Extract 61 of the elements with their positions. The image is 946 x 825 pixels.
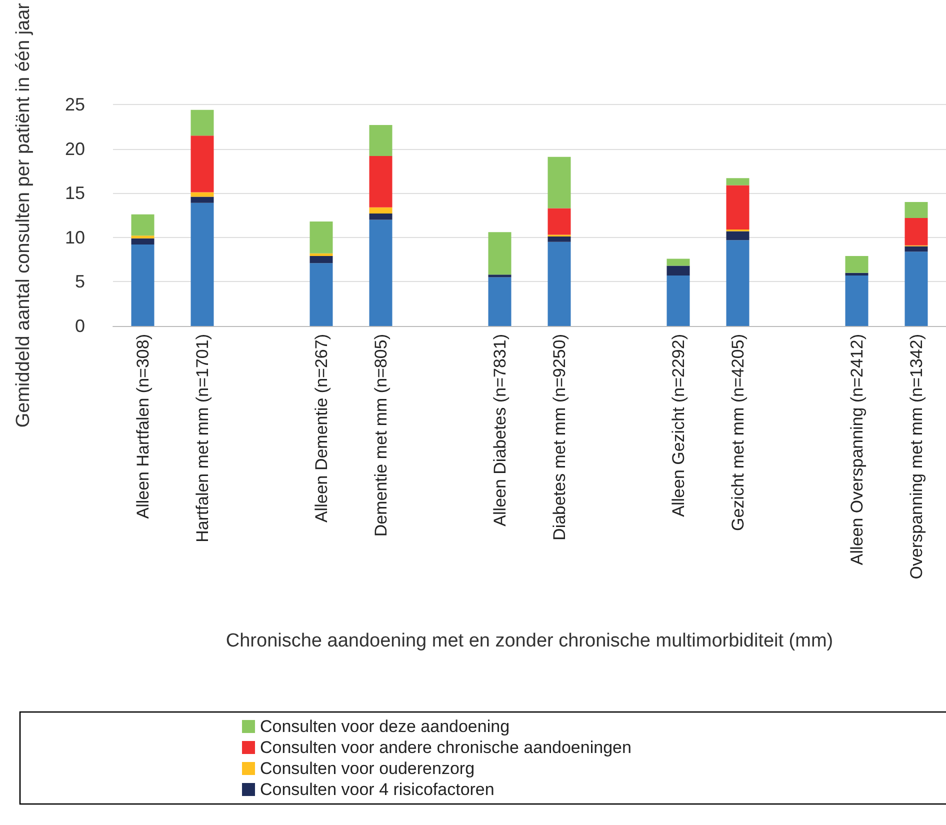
legend-label: Consulten voor 4 risicofactoren — [260, 780, 494, 799]
bar — [726, 240, 750, 326]
x-tick-label: Overspanning met mm (n=1342) — [906, 334, 926, 580]
bar — [131, 238, 154, 245]
x-tick-label: Alleen Dementie (n=267) — [312, 334, 331, 523]
bar — [131, 244, 154, 326]
x-tick-label: Diabetes met mm (n=9250) — [550, 334, 569, 540]
bar — [904, 246, 928, 252]
bar — [548, 236, 571, 242]
legend-label: Consulten voor andere chronische aandoeningen — [260, 738, 632, 757]
bar — [310, 253, 333, 256]
bar — [369, 214, 392, 220]
bar — [845, 272, 868, 276]
bar — [666, 276, 690, 326]
bar — [548, 156, 571, 208]
bar — [369, 220, 392, 326]
x-tick-label: Alleen Diabetes (n=7831) — [490, 334, 510, 526]
bar — [131, 236, 154, 238]
bar — [190, 192, 214, 197]
x-tick-label: Alleen Overspanning (n=2412) — [847, 334, 866, 566]
bar — [310, 263, 333, 326]
x-tick-label: Alleen Hartfalen (n=308) — [133, 334, 152, 519]
bar — [666, 258, 690, 266]
bar — [726, 185, 750, 230]
x-tick-label: Hartfalen met mm (n=1701) — [192, 334, 212, 542]
x-tick-label: Alleen Gezicht (n=2292) — [668, 334, 688, 517]
bar — [488, 232, 512, 275]
bar — [904, 252, 928, 326]
bar — [369, 207, 392, 214]
legend-label: Consulten voor deze aandoening — [260, 717, 510, 736]
bar — [310, 222, 333, 254]
x-axis-title: Chronische aandoening met en zonder chronische multimorbiditeit (mm) — [226, 630, 834, 652]
bar — [726, 178, 750, 186]
bar — [131, 214, 154, 236]
bar — [726, 231, 750, 240]
y-tick-label: 5 — [74, 272, 85, 292]
bar — [488, 277, 512, 326]
bar — [190, 202, 214, 326]
x-tick-label: Gezicht met mm (n=4205) — [728, 334, 748, 531]
bar — [310, 256, 333, 264]
bar — [666, 266, 690, 276]
y-tick-label: 15 — [64, 183, 85, 204]
y-axis-title: Gemiddeld aantal consulten per patiënt in één jaar — [13, 2, 34, 428]
bar — [369, 156, 392, 208]
bar — [190, 110, 214, 136]
y-tick-label: 25 — [64, 94, 85, 115]
bar — [548, 242, 571, 326]
x-tick-label: Dementie met mm (n=805) — [371, 334, 390, 537]
y-tick-label: 0 — [74, 316, 85, 336]
bar — [488, 274, 512, 278]
bar — [904, 202, 928, 218]
bar — [904, 218, 928, 246]
bar — [845, 256, 868, 273]
bar — [369, 124, 392, 156]
bar — [845, 276, 868, 326]
y-tick-label: 10 — [64, 227, 85, 248]
bar — [190, 196, 214, 203]
bar — [548, 208, 571, 235]
bar — [190, 136, 214, 192]
legend-label: Consulten voor ouderenzorg — [260, 759, 475, 778]
y-tick-label: 20 — [64, 138, 85, 159]
